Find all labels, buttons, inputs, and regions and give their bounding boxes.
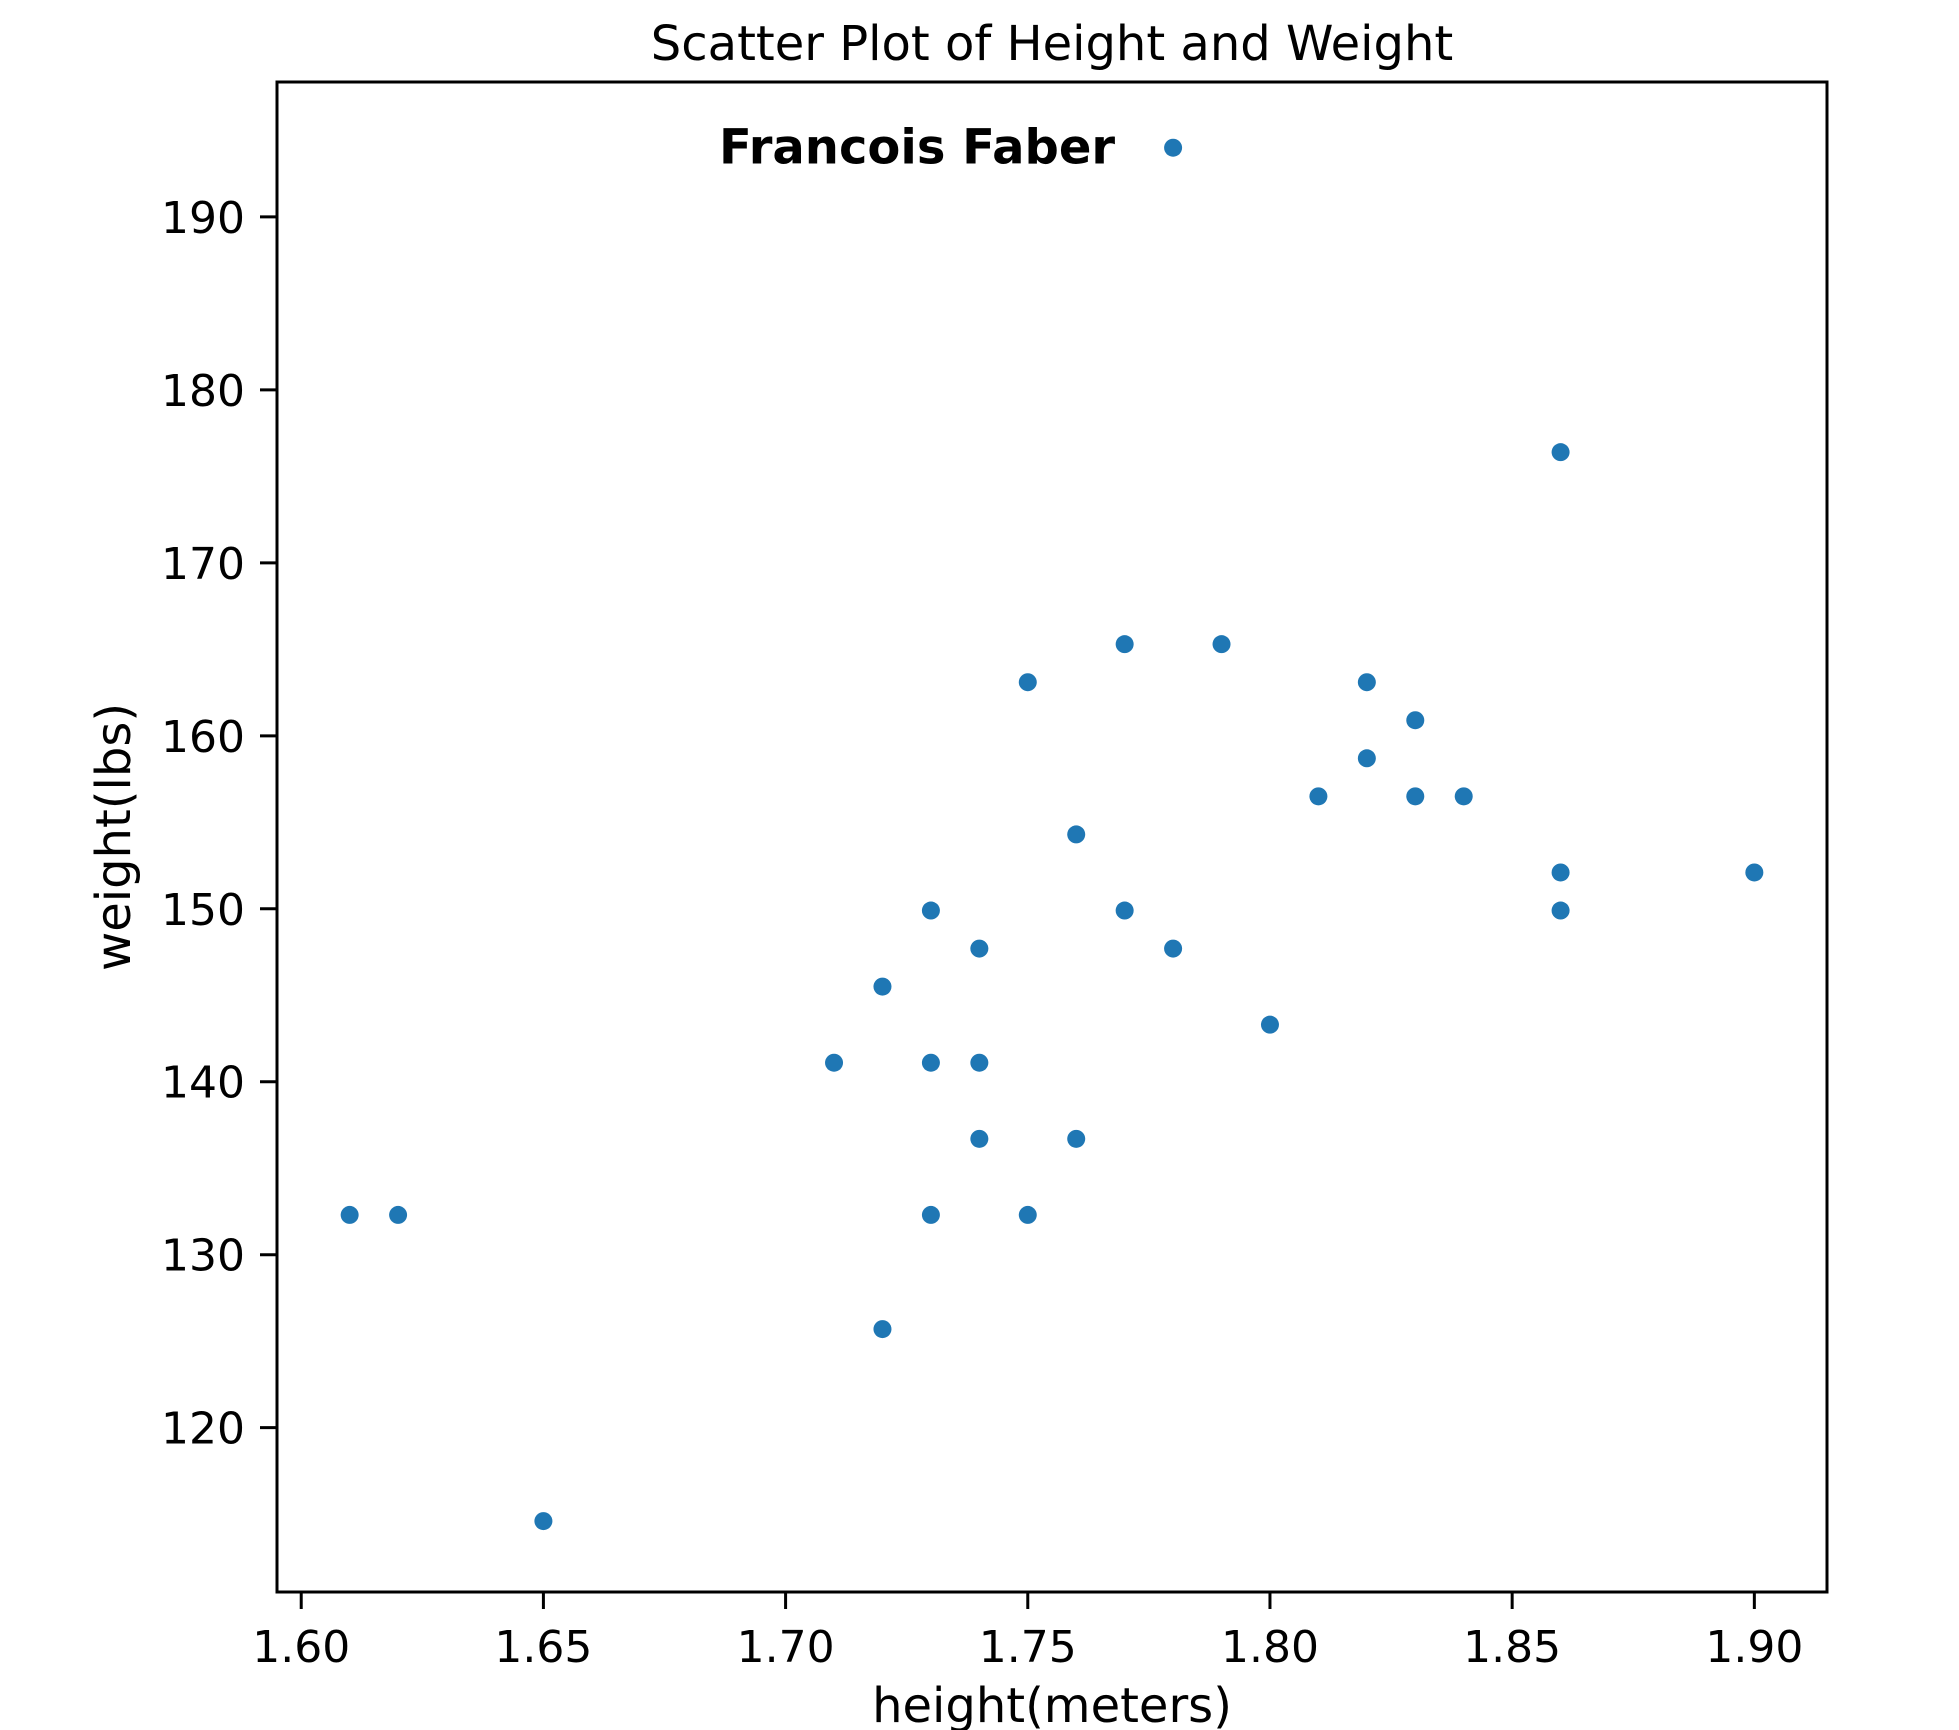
data-point	[1454, 787, 1473, 806]
y-tick-label: 160	[161, 712, 245, 763]
data-point	[1115, 635, 1134, 654]
data-point	[873, 1320, 892, 1339]
annotations: Francois Faber	[719, 120, 1115, 176]
data-point	[1164, 138, 1183, 157]
x-tick-label: 1.65	[494, 1622, 592, 1673]
y-tick-label: 180	[161, 366, 245, 417]
scatter-points	[340, 138, 1764, 1531]
data-point	[1115, 901, 1134, 920]
data-point	[873, 977, 892, 996]
data-point	[1551, 901, 1570, 920]
data-point	[1406, 787, 1425, 806]
y-axis-ticks: 120 130 140 150 160 170 180 190	[161, 193, 277, 1455]
data-point	[825, 1053, 844, 1072]
data-point	[921, 1053, 940, 1072]
y-tick-label: 140	[161, 1058, 245, 1109]
y-axis-label: weight(lbs)	[86, 703, 142, 971]
x-tick-label: 1.70	[737, 1622, 835, 1673]
y-tick-label: 190	[161, 193, 245, 244]
data-point	[1551, 863, 1570, 882]
x-tick-label: 1.75	[979, 1622, 1077, 1673]
data-point	[1357, 673, 1376, 692]
y-tick-label: 130	[161, 1231, 245, 1282]
data-point	[1260, 1015, 1279, 1034]
data-point	[970, 1053, 989, 1072]
data-point	[921, 901, 940, 920]
data-point	[1018, 1205, 1037, 1224]
data-point	[1067, 1129, 1086, 1148]
y-tick-label: 150	[161, 885, 245, 936]
data-point	[1164, 939, 1183, 958]
x-tick-label: 1.60	[252, 1622, 350, 1673]
x-tick-label: 1.80	[1221, 1622, 1319, 1673]
x-axis-ticks: 1.60 1.65 1.70 1.75 1.80 1.85 1.90	[252, 1592, 1803, 1673]
data-point	[1067, 825, 1086, 844]
data-point	[1745, 863, 1764, 882]
data-point	[1212, 635, 1231, 654]
data-point	[534, 1512, 553, 1531]
chart-title: Scatter Plot of Height and Weight	[651, 16, 1453, 72]
data-point	[1309, 787, 1328, 806]
data-point	[1018, 673, 1037, 692]
plot-area-frame	[275, 80, 1829, 1594]
data-point	[1551, 443, 1570, 462]
x-tick-label: 1.90	[1705, 1622, 1803, 1673]
point-annotation: Francois Faber	[719, 120, 1115, 176]
data-point	[970, 939, 989, 958]
data-point	[389, 1205, 408, 1224]
y-tick-label: 120	[161, 1404, 245, 1455]
data-point	[1406, 711, 1425, 730]
data-point	[1357, 749, 1376, 768]
y-tick-label: 170	[161, 539, 245, 590]
data-point	[970, 1129, 989, 1148]
data-point	[340, 1205, 359, 1224]
x-axis-label: height(meters)	[872, 1678, 1232, 1730]
data-point	[921, 1205, 940, 1224]
x-tick-label: 1.85	[1463, 1622, 1561, 1673]
